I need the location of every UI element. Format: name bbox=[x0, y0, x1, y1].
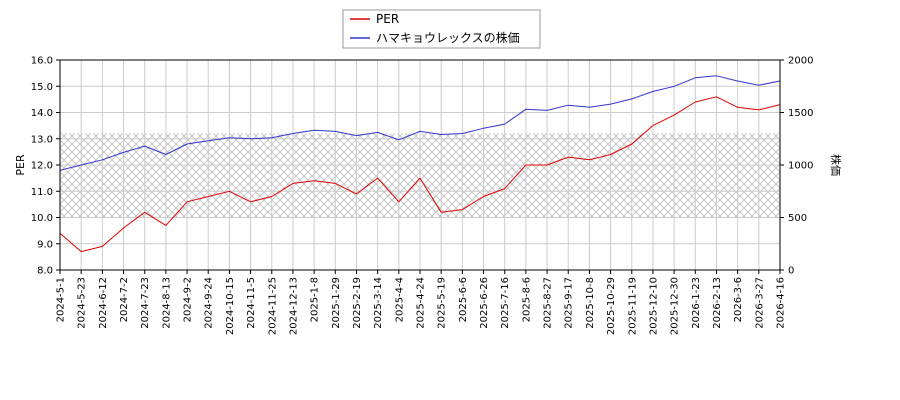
x-tick-label: 2025-10-29 bbox=[606, 277, 617, 335]
x-tick-label: 2024-11-5 bbox=[246, 277, 257, 329]
series-lines bbox=[59, 75, 781, 253]
legend: PER ハマキョウレックスの株価 bbox=[342, 9, 541, 49]
x-tick-label: 2025-12-10 bbox=[648, 277, 659, 335]
per-line bbox=[59, 96, 781, 253]
legend-label-per: PER bbox=[376, 12, 399, 26]
right-axis-label: 株価 bbox=[829, 154, 843, 176]
x-tick-label: 2024-9-24 bbox=[204, 277, 215, 329]
right-tick-label: 2000 bbox=[788, 56, 813, 67]
x-tick-label: 2024-11-25 bbox=[267, 277, 278, 335]
x-tick-label: 2026-3-27 bbox=[754, 277, 765, 329]
left-tick-label: 16.0 bbox=[31, 56, 53, 67]
left-tick-label: 13.0 bbox=[31, 134, 53, 145]
x-axis-ticks: 2024-5-1 2024-5-23 2024-6-12 2024-7-2 2024-7… bbox=[56, 270, 787, 335]
left-tick-label: 9.0 bbox=[37, 239, 53, 250]
x-tick-label: 2026-2-13 bbox=[712, 277, 723, 329]
x-tick-label: 2025-11-19 bbox=[627, 277, 638, 335]
right-tick-label: 1000 bbox=[788, 161, 813, 172]
x-tick-label: 2025-5-19 bbox=[437, 277, 448, 329]
x-tick-label: 2025-6-6 bbox=[458, 277, 469, 322]
left-tick-label: 11.0 bbox=[31, 187, 53, 198]
x-tick-label: 2024-5-23 bbox=[77, 277, 88, 329]
x-tick-label: 2025-10-8 bbox=[585, 277, 596, 329]
right-axis-ticks: 0 500 1000 1500 2000 bbox=[780, 56, 813, 277]
x-tick-label: 2025-4-24 bbox=[416, 277, 427, 329]
x-tick-label: 2024-7-2 bbox=[119, 277, 130, 322]
x-tick-label: 2025-2-19 bbox=[352, 277, 363, 329]
x-tick-label: 2024-8-13 bbox=[161, 277, 172, 329]
x-tick-label: 2024-12-13 bbox=[288, 277, 299, 335]
right-tick-label: 0 bbox=[788, 266, 794, 277]
stock-price-line bbox=[59, 75, 781, 171]
x-tick-label: 2025-8-27 bbox=[543, 277, 554, 329]
left-tick-label: 14.0 bbox=[31, 108, 53, 119]
x-tick-label: 2024-6-12 bbox=[98, 277, 109, 329]
x-tick-label: 2024-5-1 bbox=[56, 277, 67, 322]
x-tick-label: 2025-8-6 bbox=[521, 277, 532, 322]
x-tick-label: 2025-1-8 bbox=[310, 277, 321, 322]
x-tick-label: 2025-4-4 bbox=[394, 277, 405, 322]
x-tick-label: 2026-1-23 bbox=[691, 277, 702, 329]
legend-box bbox=[342, 9, 541, 49]
x-tick-label: 2026-4-16 bbox=[776, 277, 787, 329]
x-tick-label: 2025-6-26 bbox=[479, 277, 490, 329]
left-tick-label: 15.0 bbox=[31, 82, 53, 93]
x-tick-label: 2025-9-17 bbox=[564, 277, 575, 329]
left-axis-ticks: 8.0 9.0 10.0 11.0 12.0 13.0 14.0 15.0 16.0 bbox=[31, 56, 60, 277]
x-tick-label: 2024-9-2 bbox=[183, 277, 194, 322]
x-tick-label: 2024-7-23 bbox=[140, 277, 151, 329]
left-tick-label: 8.0 bbox=[37, 266, 53, 277]
left-tick-label: 10.0 bbox=[31, 213, 53, 224]
x-tick-label: 2025-1-29 bbox=[331, 277, 342, 329]
right-tick-label: 1500 bbox=[788, 108, 813, 119]
x-tick-label: 2026-3-6 bbox=[733, 277, 744, 322]
left-axis-label: PER bbox=[14, 154, 27, 176]
legend-label-price: ハマキョウレックスの株価 bbox=[376, 30, 520, 45]
left-tick-label: 12.0 bbox=[31, 161, 53, 172]
gridlines bbox=[59, 59, 781, 271]
x-tick-label: 2025-12-30 bbox=[670, 277, 681, 335]
x-tick-label: 2025-3-14 bbox=[373, 277, 384, 329]
right-tick-label: 500 bbox=[788, 213, 807, 224]
x-tick-label: 2025-7-16 bbox=[500, 277, 511, 329]
x-tick-label: 2024-10-15 bbox=[225, 277, 236, 335]
